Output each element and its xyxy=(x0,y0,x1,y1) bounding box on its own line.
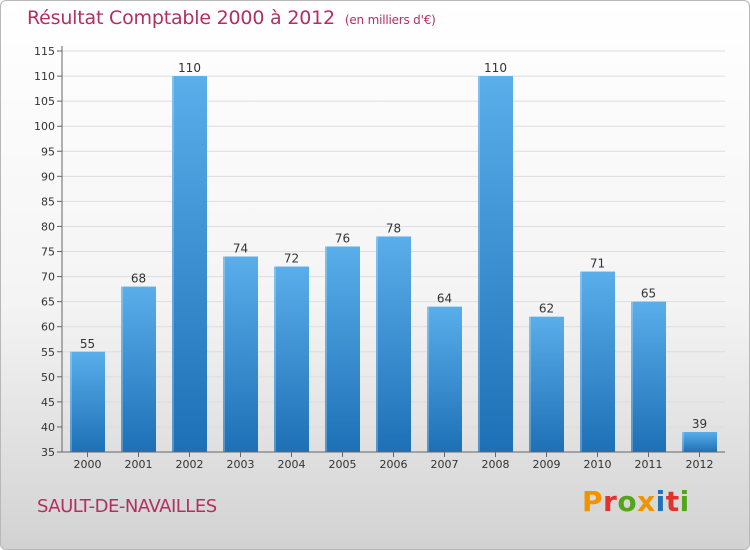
data-label-2005: 76 xyxy=(335,231,350,245)
y-tick-label: 95 xyxy=(41,145,55,158)
bar-2005 xyxy=(325,246,360,452)
brand-letter: t xyxy=(665,485,680,518)
y-tick-label: 75 xyxy=(41,246,55,259)
data-labels: 55 68 110 74 72 76 78 64 110 62 71 65 39 xyxy=(80,61,707,431)
data-label-2010: 71 xyxy=(590,257,605,271)
y-tick-label: 60 xyxy=(41,321,55,334)
x-tick-label-2012: 2012 xyxy=(686,458,714,471)
data-label-2003: 74 xyxy=(233,242,248,256)
y-tick-label: 40 xyxy=(41,421,55,434)
bar-highlight xyxy=(631,301,633,452)
brand-letter: x xyxy=(637,485,656,518)
brand-letter: P xyxy=(582,485,604,518)
bar-highlight xyxy=(376,236,378,452)
bar-2001 xyxy=(121,286,156,452)
y-tick-label: 50 xyxy=(41,371,55,384)
x-tick-label-2011: 2011 xyxy=(635,458,663,471)
bar-highlight xyxy=(70,351,72,452)
bar-2011 xyxy=(631,301,666,452)
data-label-2011: 65 xyxy=(641,287,656,301)
bar-2004 xyxy=(274,266,309,452)
bar-2007 xyxy=(427,306,462,452)
data-label-2000: 55 xyxy=(80,337,95,351)
y-tick-label: 115 xyxy=(34,45,55,58)
x-tick-label-2004: 2004 xyxy=(278,458,306,471)
chart-title-text: Résultat Comptable 2000 à 2012 xyxy=(27,7,335,29)
brand-letter: i xyxy=(679,485,690,518)
bars xyxy=(70,76,717,452)
y-tick-label: 110 xyxy=(34,70,55,83)
bar-2012 xyxy=(682,431,717,452)
bar-2008 xyxy=(478,76,513,452)
data-label-2004: 72 xyxy=(284,252,299,266)
bar-highlight xyxy=(529,316,531,452)
bar-2002 xyxy=(172,76,207,452)
bar-highlight xyxy=(274,266,276,452)
bar-highlight xyxy=(682,431,684,452)
bar-highlight xyxy=(325,246,327,452)
x-tick-label-2001: 2001 xyxy=(125,458,153,471)
x-tick-label-2003: 2003 xyxy=(227,458,255,471)
y-tick-label: 105 xyxy=(34,95,55,108)
x-tick-label-2006: 2006 xyxy=(380,458,408,471)
x-tick-label-2008: 2008 xyxy=(482,458,510,471)
bar-highlight xyxy=(427,306,429,452)
y-tick-label: 55 xyxy=(41,346,55,359)
data-label-2008: 110 xyxy=(484,61,507,75)
bar-2009 xyxy=(529,316,564,452)
x-tick-label-2009: 2009 xyxy=(533,458,561,471)
bar-highlight xyxy=(223,256,225,452)
bar-2010 xyxy=(580,271,615,452)
commune-name: SAULT-DE-NAVAILLES xyxy=(37,496,217,517)
x-tick-labels: 2000 2001 2002 2003 2004 2005 2006 2007 2008 2009… xyxy=(74,452,714,471)
bar-highlight xyxy=(478,76,480,452)
y-tick-label: 35 xyxy=(41,446,55,459)
bar-highlight xyxy=(172,76,174,452)
data-label-2001: 68 xyxy=(131,272,146,286)
data-label-2012: 39 xyxy=(692,417,707,431)
bar-2000 xyxy=(70,351,105,452)
y-tick-label: 70 xyxy=(41,271,55,284)
x-tick-label-2005: 2005 xyxy=(329,458,357,471)
chart-title: Résultat Comptable 2000 à 2012 (en millie… xyxy=(27,7,436,29)
bar-highlight xyxy=(580,271,582,452)
bar-2003 xyxy=(223,256,258,452)
data-label-2007: 64 xyxy=(437,292,452,306)
brand-letter: i xyxy=(655,485,666,518)
y-tick-label: 100 xyxy=(34,120,55,133)
y-tick-label: 80 xyxy=(41,220,55,233)
y-tick-label: 65 xyxy=(41,296,55,309)
y-tick-label: 90 xyxy=(41,170,55,183)
data-label-2002: 110 xyxy=(178,61,201,75)
brand-letter: r xyxy=(603,485,618,518)
bar-highlight xyxy=(121,286,123,452)
x-tick-label-2010: 2010 xyxy=(584,458,612,471)
chart-subtitle: (en milliers d'€) xyxy=(344,13,436,27)
brand-letter: o xyxy=(617,485,638,518)
y-tick-label: 45 xyxy=(41,396,55,409)
y-tick-label: 85 xyxy=(41,195,55,208)
x-tick-label-2002: 2002 xyxy=(176,458,204,471)
brand-logo: Proxiti xyxy=(582,485,690,518)
bar-2006 xyxy=(376,236,411,452)
y-tick-labels: 35 40 45 50 55 60 65 70 75 80 85 90 95 100 105 110 115 xyxy=(34,45,62,459)
data-label-2009: 62 xyxy=(539,302,554,316)
x-tick-label-2000: 2000 xyxy=(74,458,102,471)
data-label-2006: 78 xyxy=(386,221,401,235)
x-tick-label-2007: 2007 xyxy=(431,458,459,471)
